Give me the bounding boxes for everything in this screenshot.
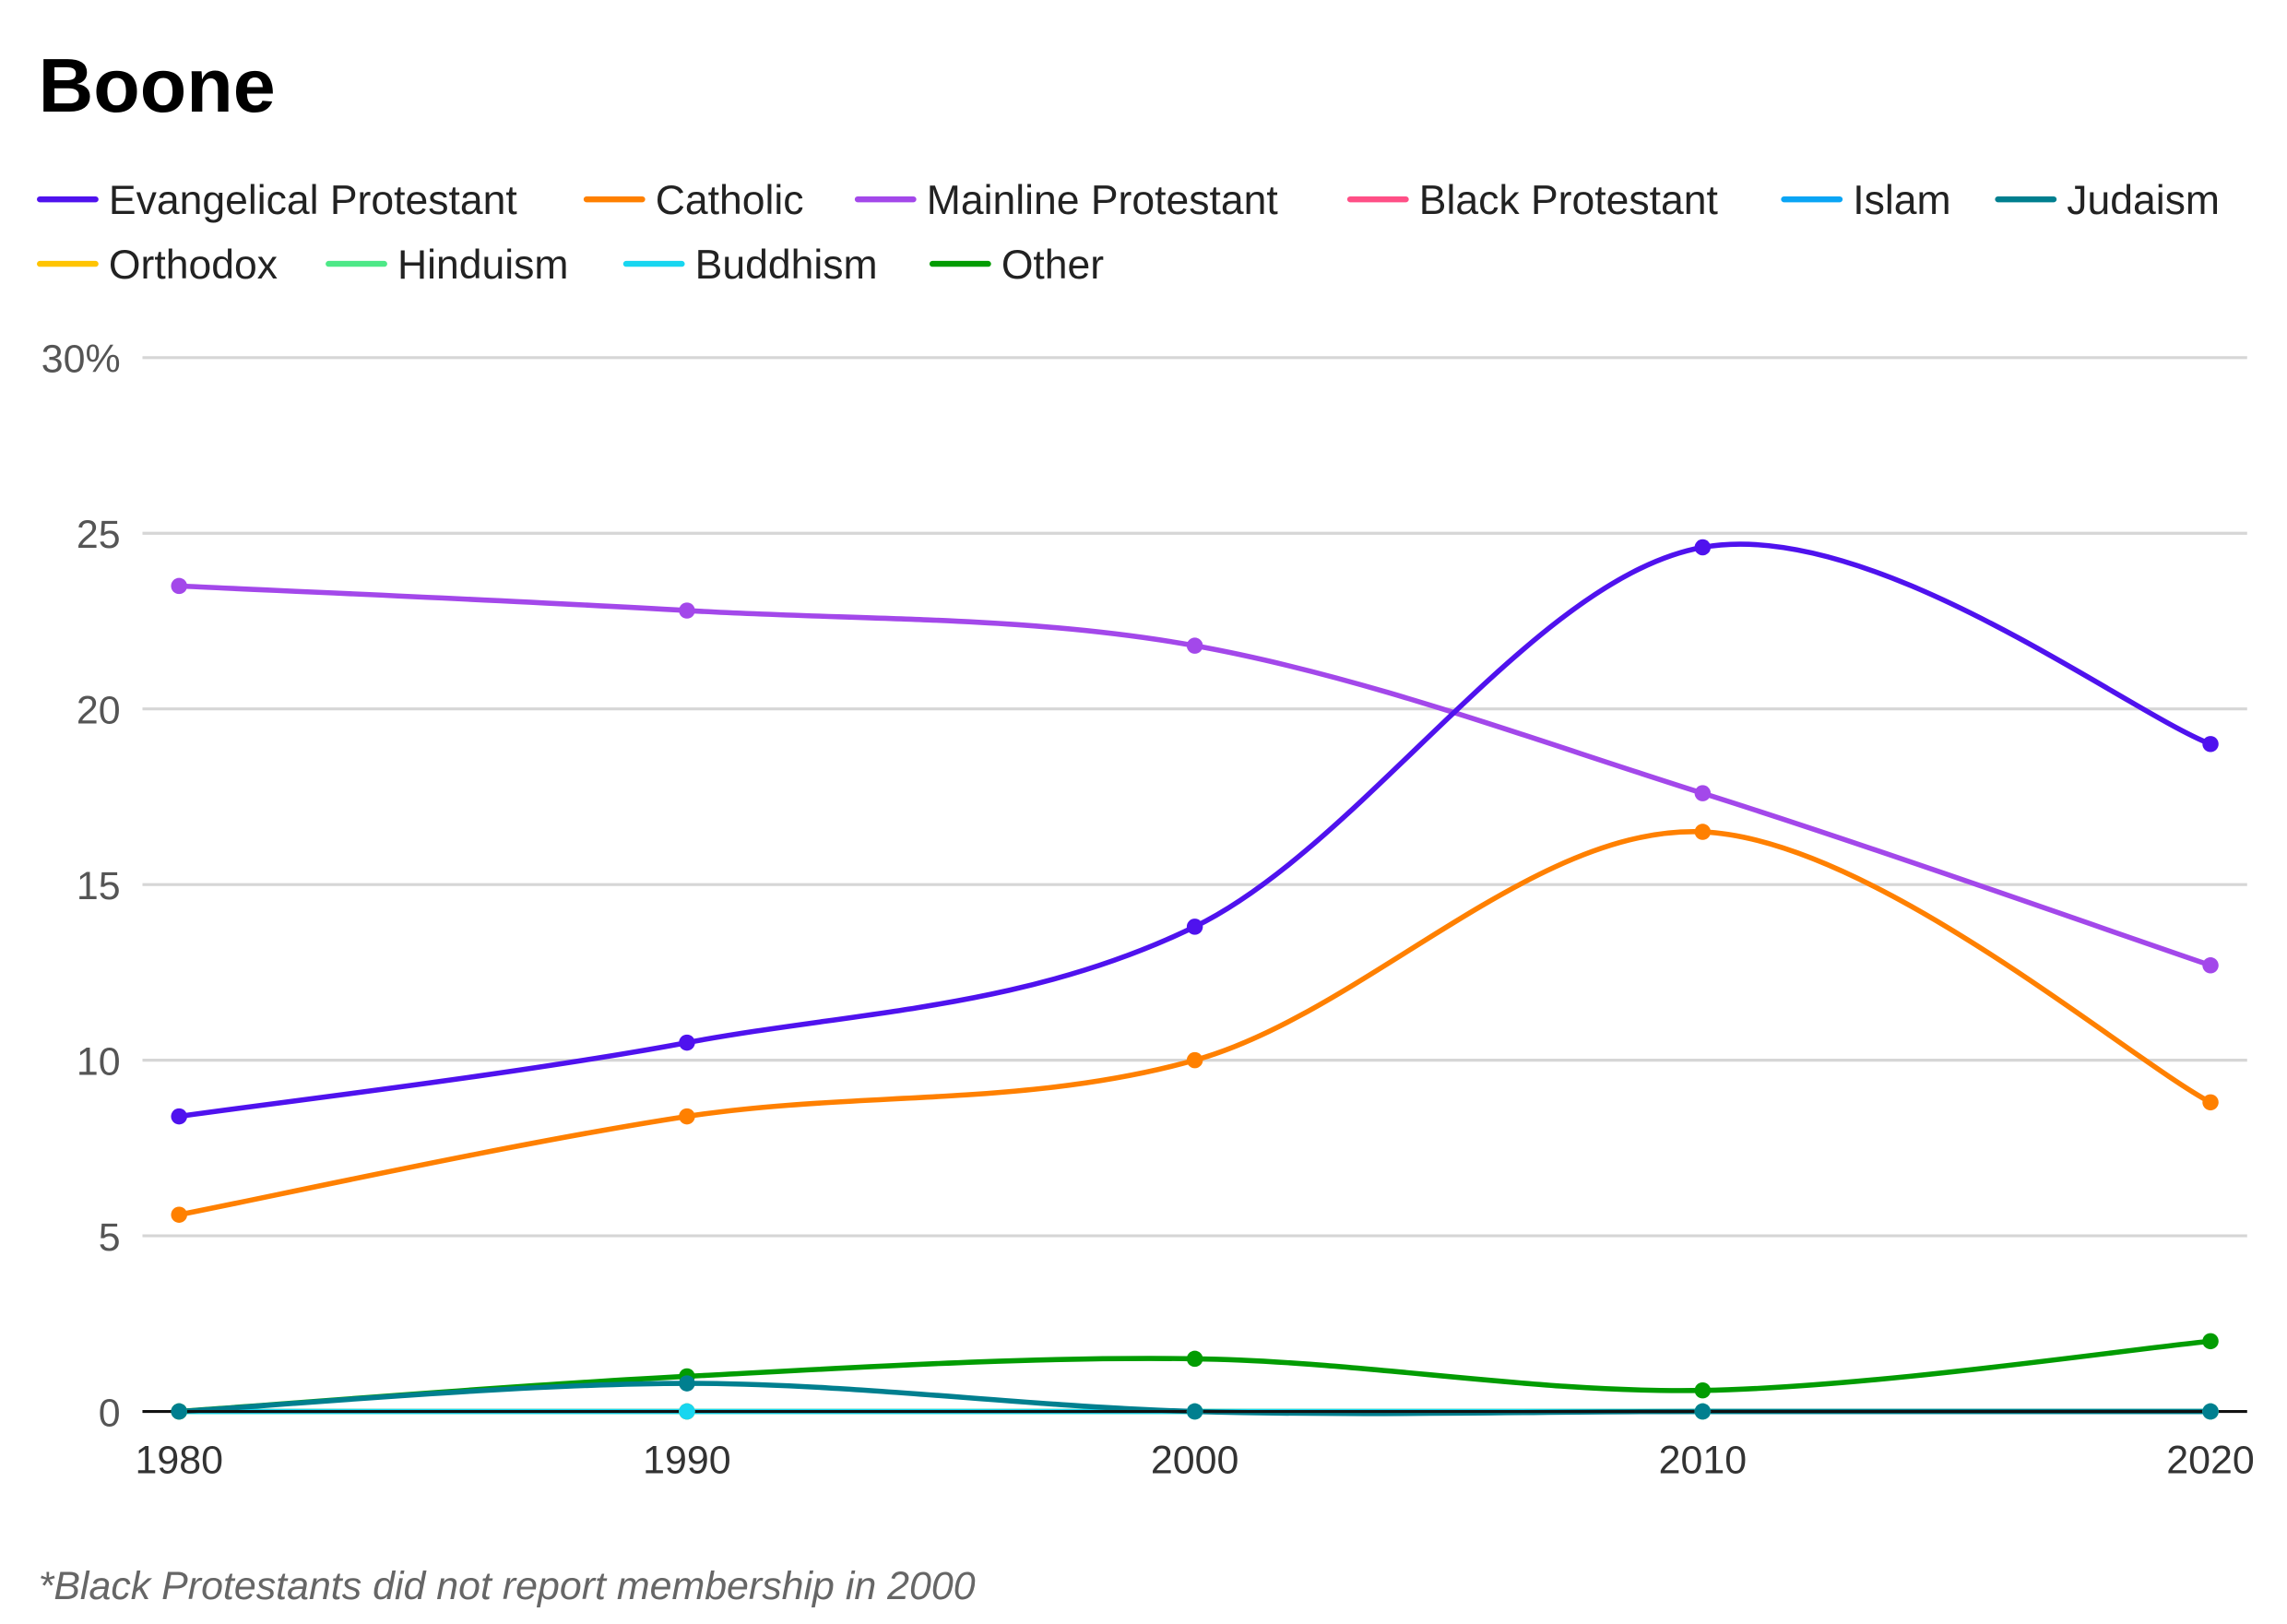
- legend-label: Other: [1001, 243, 1104, 288]
- y-tick-label: 20: [77, 689, 121, 733]
- point-mainline-protestant[interactable]: [2202, 957, 2219, 974]
- point-mainline-protestant[interactable]: [1186, 637, 1203, 654]
- point-evangelical-protestant[interactable]: [2202, 736, 2219, 753]
- legend-item[interactable]: Evangelical Protestant: [37, 178, 517, 223]
- line-evangelical-protestant: [178, 541, 2212, 1120]
- x-tick-label: 2010: [1659, 1438, 1747, 1482]
- point-buddhism[interactable]: [679, 1403, 695, 1420]
- point-other[interactable]: [1186, 1350, 1203, 1368]
- point-catholic[interactable]: [1186, 1051, 1203, 1069]
- x-tick-label: 2000: [1151, 1438, 1238, 1482]
- legend-label: Hinduism: [397, 243, 568, 288]
- footnote: *Black Protestants did not report member…: [39, 1564, 976, 1608]
- line-catholic: [178, 829, 2212, 1217]
- x-tick-label: 1990: [643, 1438, 730, 1482]
- y-tick-label: 15: [77, 864, 121, 908]
- point-catholic[interactable]: [679, 1108, 695, 1125]
- point-evangelical-protestant[interactable]: [1186, 919, 1203, 935]
- point-other[interactable]: [1694, 1381, 1712, 1399]
- point-judaism[interactable]: [1186, 1403, 1203, 1420]
- series-lines: [178, 541, 2212, 1417]
- y-tick-label: 0: [99, 1391, 121, 1435]
- legend-label: Black Protestant: [1419, 178, 1719, 223]
- point-judaism[interactable]: [2202, 1403, 2219, 1420]
- legend-item[interactable]: Judaism: [1995, 178, 2220, 223]
- legend-item[interactable]: Orthodox: [37, 243, 278, 288]
- point-judaism[interactable]: [1694, 1403, 1712, 1420]
- point-evangelical-protestant[interactable]: [679, 1034, 695, 1051]
- point-judaism[interactable]: [679, 1375, 695, 1392]
- legend-label: Evangelical Protestant: [109, 178, 517, 223]
- point-judaism[interactable]: [171, 1403, 187, 1420]
- y-tick-label: 10: [77, 1040, 121, 1085]
- gridlines: [142, 356, 2247, 1238]
- x-tick-label: 2020: [2166, 1438, 2254, 1482]
- y-axis-ticks: 0 5 10 15 20 25 30%: [41, 338, 121, 1436]
- legend-label: Islam: [1853, 178, 1950, 223]
- point-other[interactable]: [2202, 1333, 2219, 1350]
- legend-item[interactable]: Islam: [1781, 178, 1951, 223]
- legend-item[interactable]: Catholic: [583, 178, 804, 223]
- legend-label: Catholic: [656, 178, 804, 223]
- x-tick-label: 1980: [135, 1438, 222, 1482]
- legend-item[interactable]: Hinduism: [326, 243, 569, 288]
- series-points: [171, 539, 2219, 1420]
- point-catholic[interactable]: [171, 1206, 187, 1223]
- y-tick-label: 30%: [41, 338, 121, 382]
- y-tick-label: 5: [99, 1215, 121, 1260]
- legend-item[interactable]: Other: [929, 243, 1104, 288]
- legend-item[interactable]: Mainline Protestant: [854, 178, 1279, 223]
- legend-label: Orthodox: [109, 243, 278, 288]
- legend-item[interactable]: Buddhism: [622, 243, 878, 288]
- chart-title: Boone: [39, 42, 276, 128]
- point-mainline-protestant[interactable]: [1694, 785, 1712, 801]
- legend: Evangelical Protestant Catholic Mainline P…: [37, 178, 2220, 288]
- point-evangelical-protestant[interactable]: [171, 1108, 187, 1125]
- point-catholic[interactable]: [2202, 1094, 2219, 1111]
- point-evangelical-protestant[interactable]: [1694, 539, 1712, 556]
- x-axis-ticks: 1980 1990 2000 2010 2020: [135, 1438, 2254, 1482]
- point-catholic[interactable]: [1694, 824, 1712, 840]
- point-mainline-protestant[interactable]: [679, 602, 695, 619]
- legend-label: Mainline Protestant: [927, 178, 1279, 223]
- point-mainline-protestant[interactable]: [171, 577, 187, 595]
- legend-label: Judaism: [2067, 178, 2220, 223]
- legend-item[interactable]: Black Protestant: [1346, 178, 1719, 223]
- legend-label: Buddhism: [695, 243, 878, 288]
- y-tick-label: 25: [77, 513, 121, 557]
